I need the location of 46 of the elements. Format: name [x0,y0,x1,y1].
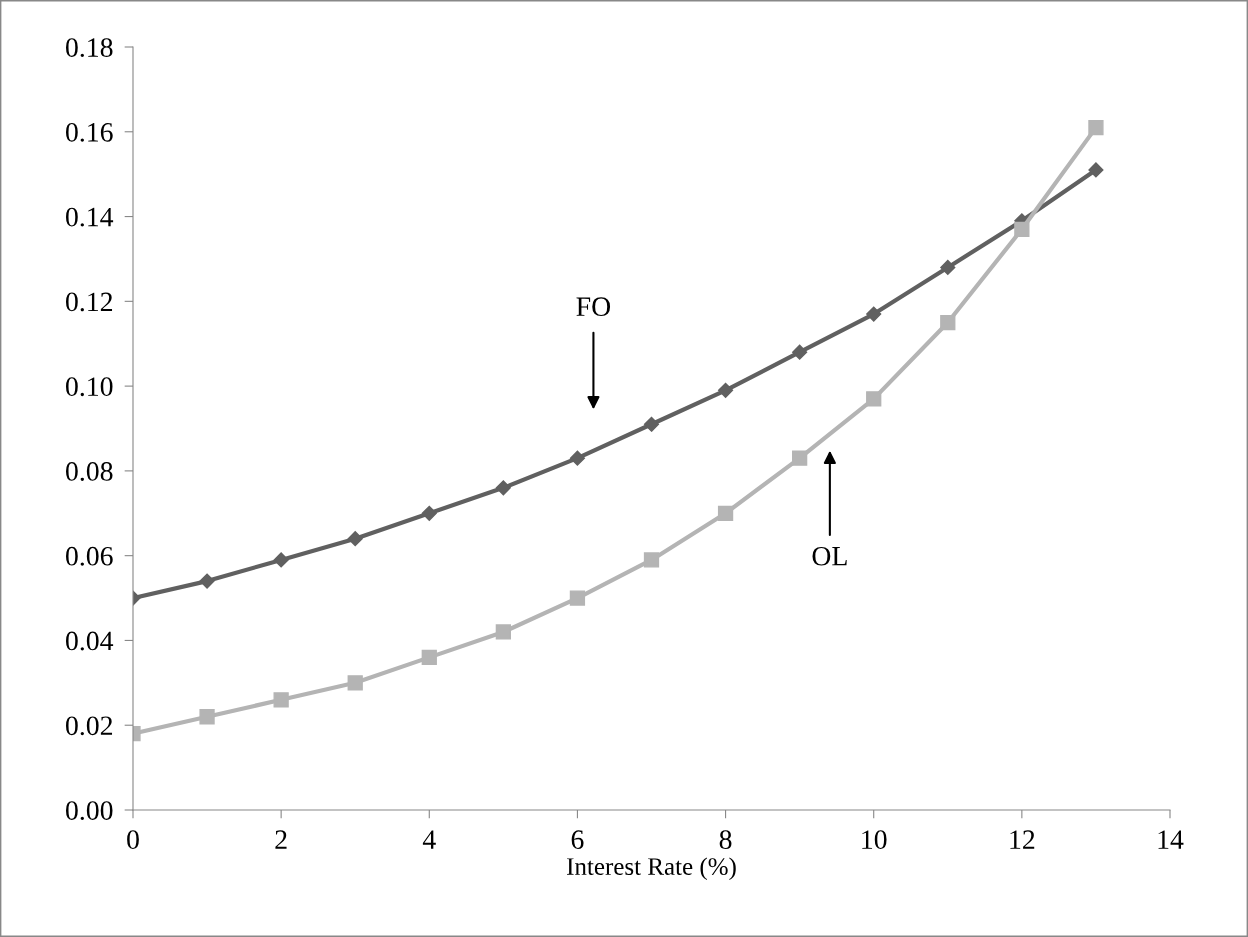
point [643,416,660,432]
point [199,709,215,725]
point [569,590,586,606]
x-tick-label: 12 [1010,830,1035,849]
point [940,259,956,275]
y-tick-label: 0.00 [66,801,113,821]
x-tick-label: 14 [1158,830,1184,849]
point [866,306,882,322]
y-tick-label: 0.10 [66,377,113,397]
x-axis-title: Interest Rate (%) [567,857,736,881]
y-tick-label: 0.18 [66,38,113,58]
x-tick-label: 4 [422,830,436,849]
point [1014,221,1030,237]
x-tick-label: 0 [127,830,139,849]
point [199,573,215,589]
point [717,505,734,521]
y-tick-label: 0.12 [66,292,113,312]
point [273,692,289,708]
point [718,382,734,398]
annotation: FO [576,297,611,317]
point [1088,162,1104,178]
point [569,450,585,466]
point [1088,119,1104,136]
point [347,675,363,691]
point [421,649,437,666]
annotation: OL [812,546,847,566]
y-tick-label: 0.14 [66,207,114,227]
point [866,391,882,407]
point [792,450,808,466]
x-tick-label: 2 [275,830,287,849]
y-tick-label: 0.06 [66,546,113,566]
x-tick-label: 6 [571,830,584,849]
point [495,624,511,640]
x-tick-label: 8 [719,830,732,849]
point [421,505,437,521]
point [495,480,511,496]
point [940,314,956,331]
x-tick-label: 10 [862,830,887,849]
point [792,344,808,360]
point [643,552,660,568]
y-tick-label: 0.16 [66,122,113,142]
point [347,531,363,547]
y-tick-label: 0.08 [66,462,113,481]
y-tick-label: 0.04 [66,631,114,651]
y-tick-label: 0.02 [66,716,113,736]
point [273,552,289,568]
